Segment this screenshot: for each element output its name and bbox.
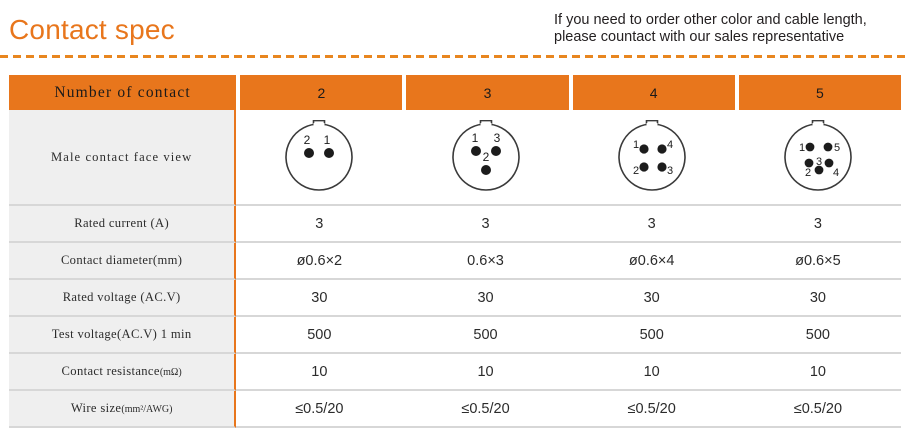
rated-current-2pin: 3	[236, 206, 403, 243]
page-header: Contact spec If you need to order other …	[0, 0, 910, 57]
rated-voltage-5pin: 30	[734, 280, 901, 317]
contact-diameter-5pin: ø0.6×5	[734, 243, 901, 280]
contact-resistance-2pin: 10	[236, 354, 403, 391]
wire-size-5pin: ≤0.5/20	[734, 391, 901, 428]
table-row-contact-diameter: Contact diameter(mm) ø0.6×2 0.6×3 ø0.6×4…	[9, 243, 901, 280]
rated-current-4pin: 3	[568, 206, 735, 243]
row-label-male-contact-face-view: Male contact face view	[9, 110, 237, 206]
contact-resistance-3pin: 10	[402, 354, 569, 391]
svg-text:1: 1	[633, 139, 639, 151]
page-title: Contact spec	[9, 14, 175, 45]
svg-text:4: 4	[833, 167, 839, 179]
column-header-4: 4	[568, 75, 735, 110]
table-row-rated-voltage: Rated voltage (AC.V) 30 30 30 30	[9, 280, 901, 317]
table-row-wire-size: Wire size(mm²/AWG) ≤0.5/20 ≤0.5/20 ≤0.5/…	[9, 391, 901, 428]
contact-diameter-3pin: 0.6×3	[402, 243, 569, 280]
rated-voltage-3pin: 30	[402, 280, 569, 317]
svg-text:1: 1	[324, 133, 331, 147]
svg-text:2: 2	[482, 150, 489, 164]
svg-text:2: 2	[633, 165, 639, 177]
test-voltage-2pin: 500	[236, 317, 403, 354]
test-voltage-3pin: 500	[402, 317, 569, 354]
dashed-divider	[0, 55, 910, 58]
table-header-row: Number of contact 2 3 4 5	[9, 75, 901, 110]
test-voltage-4pin: 500	[568, 317, 735, 354]
row-label-contact-diameter: Contact diameter(mm)	[9, 243, 237, 280]
column-header-3: 3	[402, 75, 569, 110]
contact-diameter-2pin: ø0.6×2	[236, 243, 403, 280]
svg-text:5: 5	[834, 142, 840, 154]
rated-current-3pin: 3	[402, 206, 569, 243]
face-view-cell-2pin: 2 1	[236, 110, 403, 206]
3-pin-face-icon: 1 3 2	[451, 120, 520, 191]
table-row-contact-resistance: Contact resistance(mΩ) 10 10 10 10	[9, 354, 901, 391]
header-number-of-contact: Number of contact	[9, 75, 237, 110]
row-label-wire-size: Wire size(mm²/AWG)	[9, 391, 237, 428]
svg-text:1: 1	[471, 131, 478, 145]
5-pin-face-icon: 1 5 2 3 4	[784, 120, 852, 191]
row-label-rated-current: Rated current (A)	[9, 206, 237, 243]
svg-text:2: 2	[805, 167, 811, 179]
4-pin-face-icon: 1 4 2 3	[617, 120, 686, 191]
table-row-face-view: Male contact face view 2 1	[9, 110, 901, 206]
contact-resistance-5pin: 10	[734, 354, 901, 391]
contact-spec-table: Number of contact 2 3 4 5 Male contact f…	[9, 75, 901, 428]
svg-text:2: 2	[304, 133, 311, 147]
row-label-contact-resistance-text: Contact resistance	[61, 364, 160, 378]
row-label-rated-voltage: Rated voltage (AC.V)	[9, 280, 237, 317]
face-view-cell-4pin: 1 4 2 3	[568, 110, 735, 206]
row-label-test-voltage: Test voltage(AC.V) 1 min	[9, 317, 237, 354]
row-label-wire-size-text: Wire size	[70, 401, 122, 415]
row-label-contact-resistance: Contact resistance(mΩ)	[9, 354, 237, 391]
column-header-2: 2	[236, 75, 403, 110]
face-view-cell-5pin: 1 5 2 3 4	[734, 110, 901, 206]
svg-text:3: 3	[816, 156, 822, 168]
order-note-line-2: please countact with our sales represent…	[554, 29, 845, 45]
svg-text:3: 3	[667, 165, 673, 177]
test-voltage-5pin: 500	[734, 317, 901, 354]
wire-size-3pin: ≤0.5/20	[402, 391, 569, 428]
rated-current-5pin: 3	[734, 206, 901, 243]
2-pin-face-icon: 2 1	[285, 120, 354, 191]
order-note: If you need to order other color and cab…	[554, 12, 904, 46]
face-view-cell-3pin: 1 3 2	[402, 110, 569, 206]
table-row-rated-current: Rated current (A) 3 3 3 3	[9, 206, 901, 243]
wire-size-2pin: ≤0.5/20	[236, 391, 403, 428]
rated-voltage-2pin: 30	[236, 280, 403, 317]
column-header-5: 5	[734, 75, 901, 110]
svg-text:1: 1	[799, 142, 805, 154]
row-label-contact-resistance-unit: (mΩ)	[159, 367, 182, 378]
contact-diameter-4pin: ø0.6×4	[568, 243, 735, 280]
table-row-test-voltage: Test voltage(AC.V) 1 min 500 500 500 500	[9, 317, 901, 354]
wire-size-4pin: ≤0.5/20	[568, 391, 735, 428]
rated-voltage-4pin: 30	[568, 280, 735, 317]
row-label-wire-size-unit: (mm²/AWG)	[121, 404, 173, 415]
svg-text:4: 4	[667, 139, 673, 151]
contact-resistance-4pin: 10	[568, 354, 735, 391]
svg-text:3: 3	[493, 131, 500, 145]
order-note-line-1: If you need to order other color and cab…	[554, 12, 867, 28]
